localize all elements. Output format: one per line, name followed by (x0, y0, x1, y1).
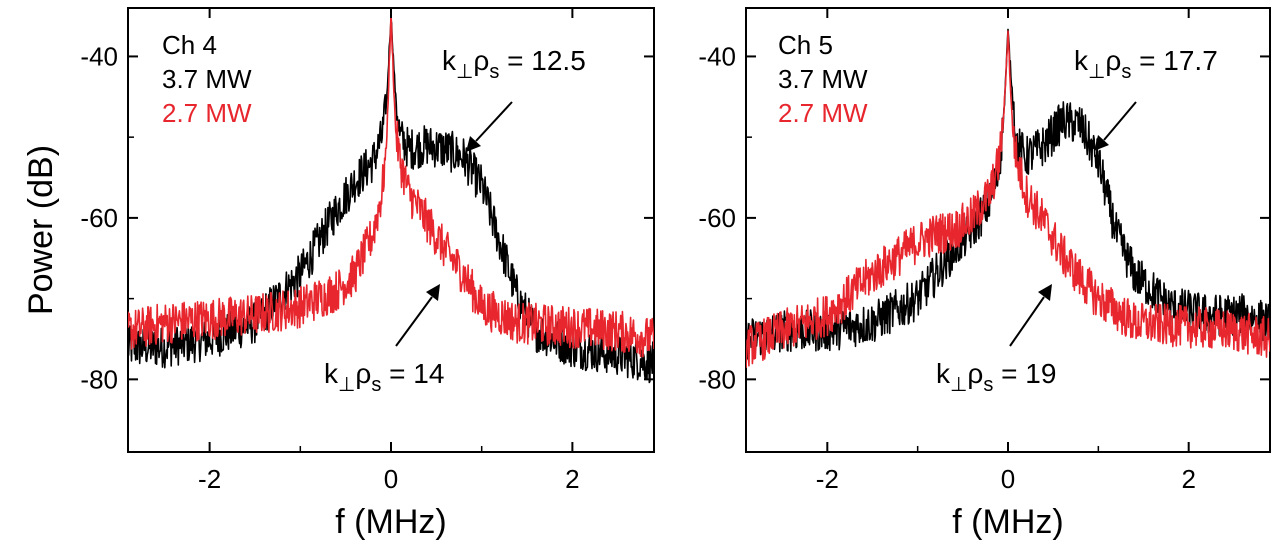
x-axis-title: f (MHz) (335, 503, 446, 541)
y-tick-label: -40 (698, 41, 736, 71)
arrow-to-black-curve (1094, 101, 1137, 151)
legend-title: Ch 5 (778, 30, 833, 60)
arrow-to-red-curve (395, 284, 440, 347)
x-tick-label: -2 (816, 464, 839, 494)
legend-entry-2.7mw: 2.7 MW (778, 98, 868, 128)
x-tick-label: 0 (384, 464, 398, 494)
legend-entry-3.7mw: 3.7 MW (162, 64, 252, 94)
y-tick-label: -60 (80, 203, 118, 233)
y-tick-label: -80 (80, 364, 118, 394)
annotation-k-rho-19: k⊥ρs = 19 (936, 358, 1056, 396)
x-tick-label: -2 (198, 464, 221, 494)
chart-panel-ch5: -2 0 2 -40 -60 -80 f (MHz) Ch 5 3.7 MW 2.7 MW… (698, 7, 1271, 541)
annotation-k-rho-14: k⊥ρs = 14 (324, 358, 444, 396)
arrow-to-black-curve (466, 101, 513, 152)
y-tick-label: -80 (698, 364, 736, 394)
series-line-2.7-mw (746, 30, 1270, 368)
arrow-to-red-curve (1009, 284, 1052, 347)
tick-layer: -2 0 2 -40 -60 -80 (80, 8, 654, 494)
series-line-3.7-mw (746, 28, 1270, 360)
tick-layer: -2 0 2 -40 -60 -80 (698, 8, 1270, 494)
legend-title: Ch 4 (162, 30, 217, 60)
y-tick-label: -40 (80, 41, 118, 71)
x-axis-title: f (MHz) (952, 503, 1063, 541)
x-tick-label: 0 (1001, 464, 1015, 494)
y-tick-label: -60 (698, 203, 736, 233)
chart-panel-ch4: -2 0 2 -40 -60 -80 f (MHz) Ch 4 3.7 MW 2.7 MW… (80, 7, 655, 541)
legend-entry-3.7mw: 3.7 MW (778, 64, 868, 94)
y-axis-title: Power (dB) (22, 145, 60, 315)
annotation-k-rho-17.7: k⊥ρs = 17.7 (1074, 45, 1218, 83)
x-tick-label: 2 (1181, 464, 1195, 494)
legend-entry-2.7mw: 2.7 MW (162, 98, 252, 128)
series-layer (746, 28, 1270, 368)
annotation-k-rho-12.5: k⊥ρs = 12.5 (442, 45, 586, 83)
x-tick-label: 2 (565, 464, 579, 494)
